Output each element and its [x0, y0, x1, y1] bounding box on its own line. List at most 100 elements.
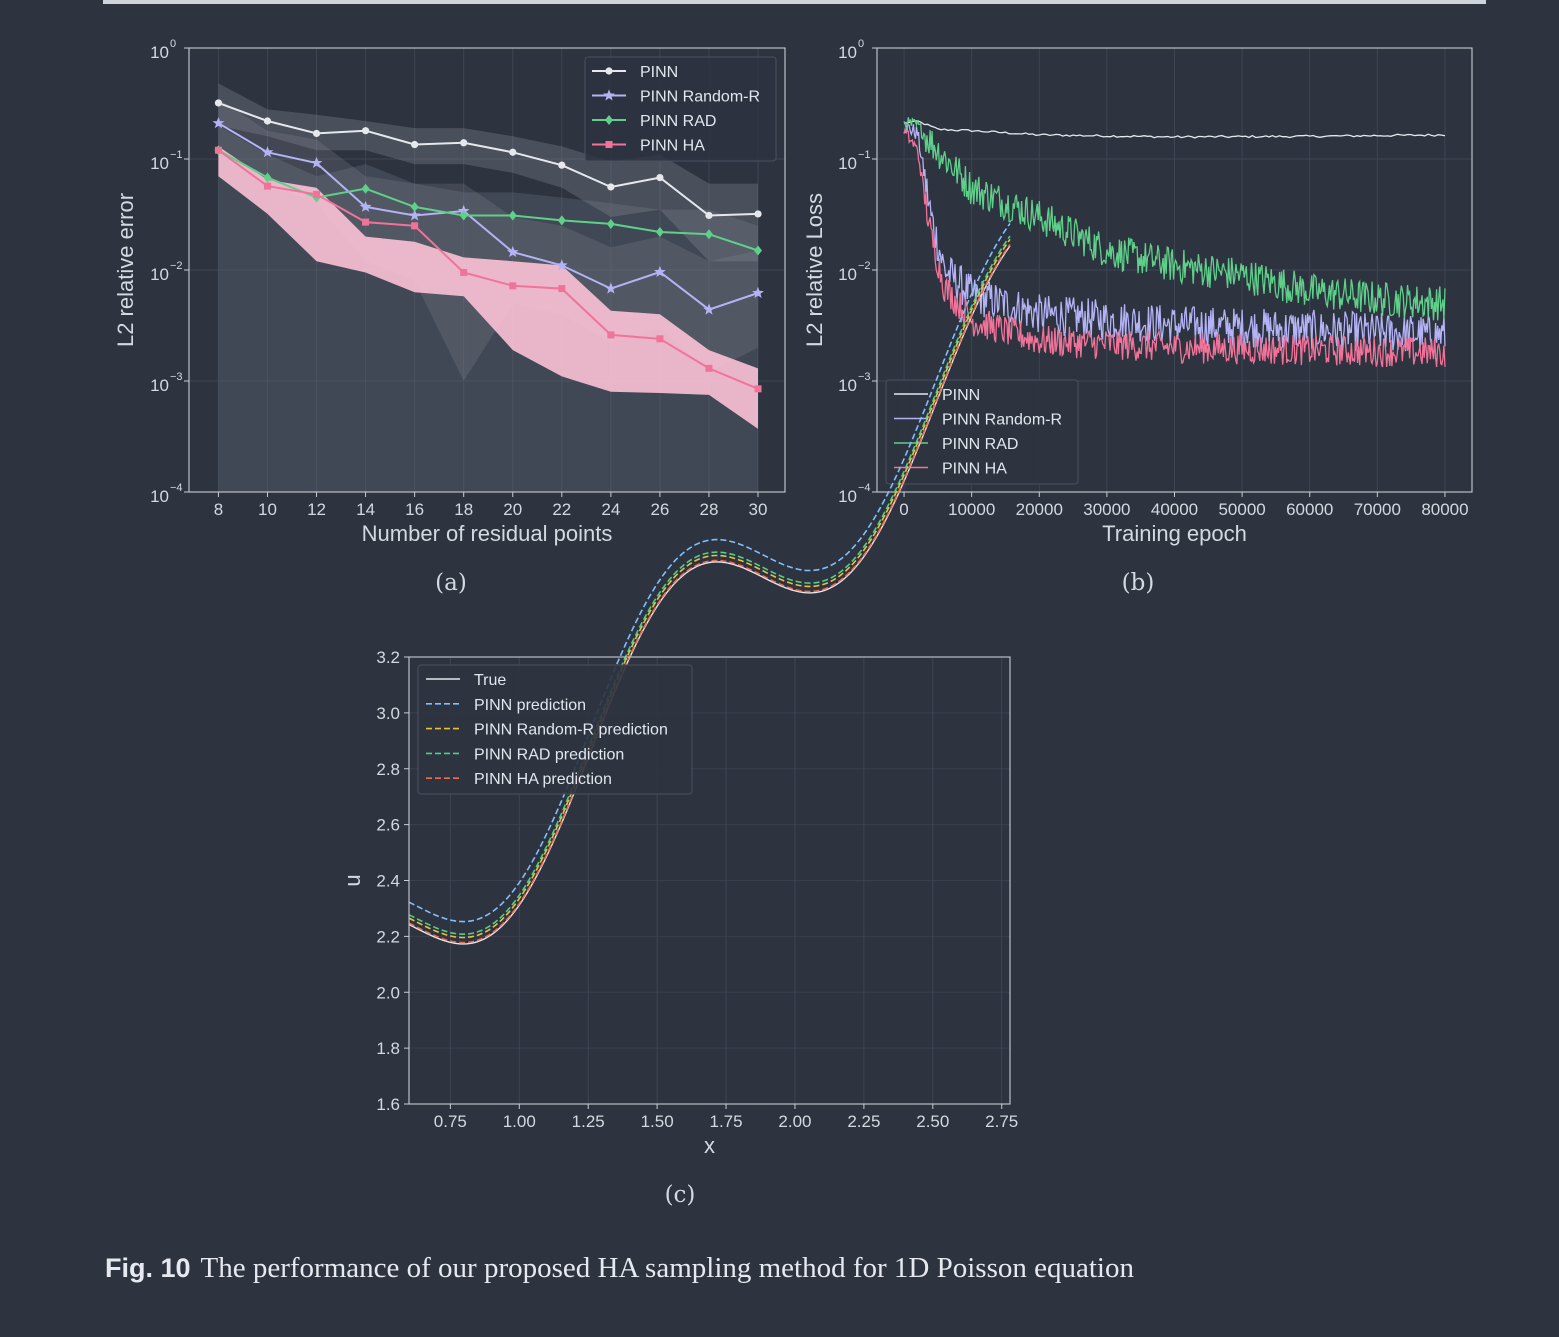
a-x-tick-label-9: 26	[650, 500, 669, 519]
c-x-tick-label-1: 1.00	[503, 1112, 536, 1131]
a-legend-box	[584, 56, 777, 162]
a-y-tick-exp-2: −2	[170, 260, 183, 272]
c-x-tick-label-5: 2.00	[778, 1112, 811, 1131]
a-point-random_r-8	[605, 282, 617, 294]
a-point-rad-9	[655, 226, 664, 237]
a-point-rad-1	[263, 172, 272, 183]
c-legend-label-pinn_pred: PINN prediction	[474, 697, 586, 714]
a-point-random_r-11	[752, 286, 764, 299]
a-x-tick-label-5: 18	[454, 500, 473, 519]
a-y-tick-base-4: 10	[150, 487, 169, 506]
b-xlabel: Training epoch	[1102, 521, 1247, 546]
a-point-random_r-0	[212, 117, 225, 129]
a-band-ha	[218, 146, 758, 429]
a-y-tick-base-2: 10	[150, 265, 169, 284]
c-y-tick-label-4: 2.4	[376, 872, 400, 891]
a-point-pinn-2	[312, 129, 321, 138]
b-x-tick-label-4: 40000	[1151, 500, 1198, 519]
a-point-rad-7	[557, 215, 566, 226]
a-point-ha-9	[656, 335, 664, 343]
a-y-tick-base-1: 10	[150, 154, 169, 173]
a-y-tick-base-0: 10	[150, 43, 169, 62]
b-y-tick-base-0: 10	[838, 43, 857, 62]
a-x-tick-label-4: 16	[405, 500, 424, 519]
a-x-tick-label-8: 24	[601, 500, 620, 519]
c-series-lines	[408, 223, 1011, 945]
a-y-tick-base-3: 10	[150, 376, 169, 395]
b-line-pinn	[903, 120, 1446, 139]
a-point-random_r-4	[408, 209, 421, 221]
a-point-rad-11	[754, 245, 763, 256]
a-point-random_r-7	[555, 259, 568, 271]
a-line-random_r	[217, 122, 759, 311]
a-legend-label-pinn: PINN	[640, 64, 678, 81]
a-point-ha-0	[214, 146, 222, 154]
a-point-pinn-1	[263, 117, 272, 125]
a-y-tick-exp-4: −4	[170, 482, 183, 494]
b-legend-label-random_r: PINN Random-R	[942, 412, 1062, 429]
a-y-tick-exp-0: 0	[170, 38, 176, 50]
a-point-pinn-10	[705, 211, 713, 220]
c-ylabel: u	[340, 874, 365, 886]
figure-canvas: 10 010 −110 −210 −310 −48 10 12 14 16 18 20 22 24 26 28…	[113, 38, 1473, 1208]
a-point-random_r-3	[359, 200, 372, 212]
b-x-tick-label-5: 50000	[1218, 500, 1265, 519]
c-frame	[408, 656, 1011, 1105]
c-legend-label-true: True	[474, 672, 506, 689]
a-x-tick-label-0: 8	[214, 500, 223, 519]
b-y-tick-base-1: 10	[838, 154, 857, 173]
b-x-tick-label-6: 60000	[1286, 500, 1333, 519]
a-line-rad	[217, 149, 759, 252]
b-y-tick-base-2: 10	[838, 265, 857, 284]
a-point-ha-7	[558, 285, 566, 293]
a-x-tick-label-3: 14	[356, 500, 375, 519]
a-point-rad-5	[459, 210, 468, 221]
a-point-pinn-5	[460, 139, 468, 147]
a-x-tick-label-10: 28	[700, 500, 719, 519]
a-ylabel: L2 relative error	[113, 193, 138, 347]
a-series-lines	[212, 99, 764, 393]
a-legend-marker-rad	[605, 115, 613, 125]
a-subtitle: (a)	[435, 570, 467, 596]
a-point-random_r-5	[457, 204, 470, 216]
a-point-ha-11	[754, 385, 762, 393]
a-band-random_r	[218, 98, 758, 381]
c-y-tick-label-8: 3.2	[376, 648, 400, 667]
a-x-tick-label-6: 20	[503, 500, 522, 519]
a-legend-marker-random_r	[603, 89, 615, 101]
a-point-ha-8	[607, 331, 615, 339]
b-legend-label-rad: PINN RAD	[942, 436, 1018, 453]
caption-text: The performance of our proposed HA sampl…	[200, 1252, 1134, 1284]
c-y-tick-label-1: 1.8	[376, 1039, 400, 1058]
b-y-tick-exp-0: 0	[858, 38, 864, 50]
a-point-ha-1	[263, 182, 271, 190]
b-x-tick-label-7: 70000	[1354, 500, 1401, 519]
a-y-tick-exp-1: −1	[170, 149, 183, 161]
c-legend-box	[417, 664, 693, 795]
b-x-tick-label-0: 0	[899, 500, 908, 519]
top-rule	[103, 0, 1486, 4]
b-line-random_r	[903, 121, 1446, 353]
c-line-rad_pred	[408, 235, 1011, 936]
a-point-pinn-8	[607, 183, 615, 191]
caption-label: Fig. 10	[105, 1253, 191, 1283]
a-legend-label-rad: PINN RAD	[640, 113, 716, 130]
c-y-tick-label-5: 2.6	[376, 816, 400, 835]
a-line-ha	[217, 149, 759, 390]
b-y-tick-exp-2: −2	[858, 260, 871, 272]
c-line-pinn_pred	[408, 223, 1011, 923]
a-point-ha-4	[411, 222, 419, 230]
c-line-ha_pred	[408, 244, 1011, 944]
b-legend-label-ha: PINN HA	[942, 461, 1007, 478]
a-point-rad-10	[704, 229, 713, 240]
a-point-pinn-9	[656, 173, 664, 182]
b-line-ha	[903, 127, 1446, 368]
figure-caption: Fig. 10 The performance of our proposed H…	[105, 1252, 1134, 1285]
a-xlabel: Number of residual points	[362, 521, 613, 546]
a-frame	[188, 47, 786, 493]
c-y-tick-label-6: 2.8	[376, 760, 400, 779]
a-legend-marker-pinn	[605, 67, 613, 75]
a-legend: PINN PINN Random-R PINN RAD PINN HA	[584, 56, 777, 162]
b-subtitle: (b)	[1122, 570, 1155, 596]
b-x-tick-label-3: 30000	[1083, 500, 1130, 519]
